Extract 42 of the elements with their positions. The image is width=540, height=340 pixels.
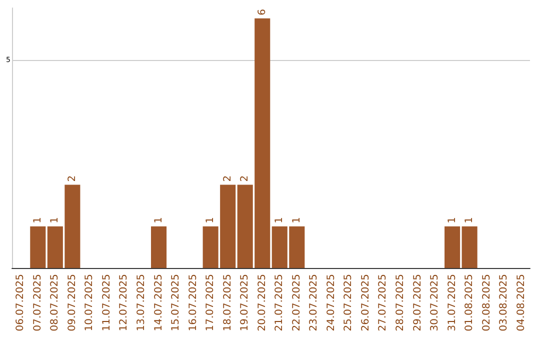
x-tick-label: 24.07.2025 (326, 274, 337, 332)
x-tick-label: 09.07.2025 (66, 274, 78, 332)
x-tick-label: 11.07.2025 (101, 274, 112, 332)
x-tick-label: 17.07.2025 (205, 274, 216, 332)
data-label: 2 (240, 175, 251, 182)
x-tick-label: 31.07.2025 (446, 274, 458, 332)
x-tick-label: 21.07.2025 (274, 274, 286, 332)
x-tick-label: 06.07.2025 (15, 274, 26, 332)
x-tick-label: 13.07.2025 (136, 274, 147, 332)
x-tick-label: 15.07.2025 (170, 274, 182, 332)
x-tick-label: 20.07.2025 (256, 274, 268, 332)
x-tick-label: 27.07.2025 (378, 274, 389, 332)
x-tick-label: 10.07.2025 (84, 274, 96, 332)
x-tick-label: 01.08.2025 (464, 274, 476, 332)
x-tick-label: 16.07.2025 (188, 274, 199, 332)
data-label: 1 (446, 217, 458, 224)
data-label: 1 (464, 217, 476, 224)
data-label: 1 (274, 217, 286, 224)
x-tick-label: 22.07.2025 (291, 274, 302, 332)
x-tick-label: 07.07.2025 (32, 274, 44, 332)
x-tick-label: 19.07.2025 (240, 274, 251, 332)
x-tick-label: 04.08.2025 (516, 274, 527, 332)
x-tick-label: 26.07.2025 (360, 274, 372, 332)
x-tick-label: 02.08.2025 (481, 274, 492, 332)
data-label: 1 (50, 217, 61, 224)
data-label: 1 (153, 217, 164, 224)
data-label: 6 (256, 9, 268, 16)
data-label: 1 (291, 217, 302, 224)
x-tick-label: 12.07.2025 (118, 274, 130, 332)
x-tick-label: 28.07.2025 (395, 274, 406, 332)
x-tick-label: 29.07.2025 (412, 274, 424, 332)
data-label: 1 (205, 217, 216, 224)
x-tick-label: 25.07.2025 (343, 274, 354, 332)
data-label: 2 (222, 175, 234, 182)
x-tick-label: 30.07.2025 (430, 274, 441, 332)
x-tick-label: 23.07.2025 (308, 274, 320, 332)
x-tick-label: 03.08.2025 (498, 274, 510, 332)
x-tick-label: 14.07.2025 (153, 274, 164, 332)
x-tick-label: 18.07.2025 (222, 274, 234, 332)
data-label: 2 (66, 175, 78, 182)
x-tick-label: 08.07.2025 (50, 274, 61, 332)
data-label: 1 (32, 217, 44, 224)
